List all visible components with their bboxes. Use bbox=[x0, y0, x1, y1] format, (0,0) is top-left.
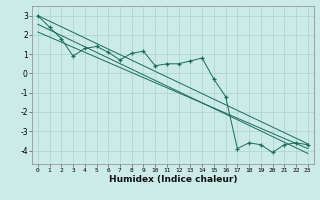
X-axis label: Humidex (Indice chaleur): Humidex (Indice chaleur) bbox=[108, 175, 237, 184]
